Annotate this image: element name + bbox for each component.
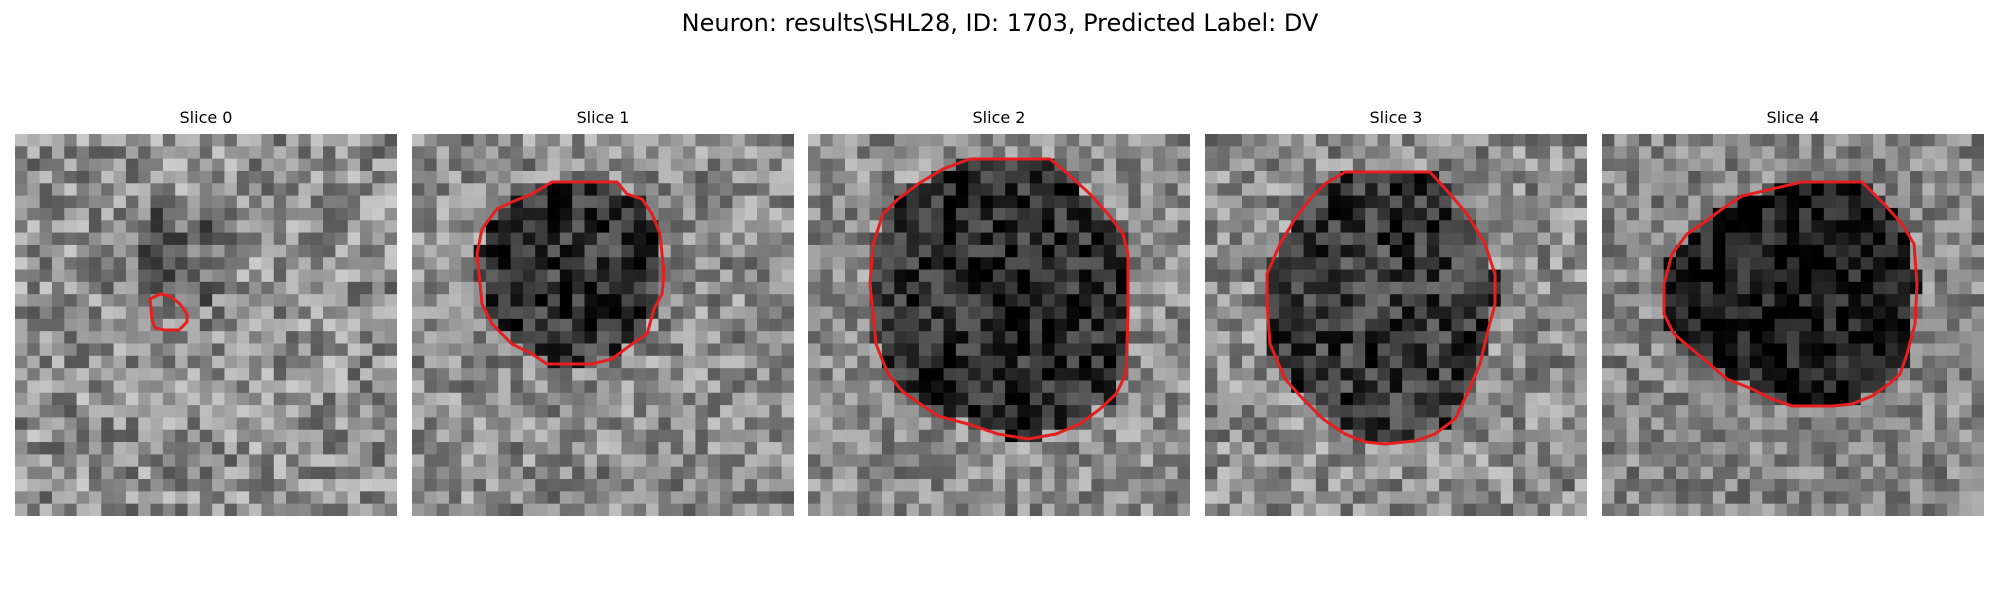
roi-contour	[868, 157, 1130, 441]
slice-image	[15, 134, 397, 516]
slice-title: Slice 1	[576, 108, 630, 127]
microscopy-pixels	[1602, 134, 1984, 516]
roi-contour	[148, 292, 189, 332]
slice-image	[1602, 134, 1984, 516]
roi-contour	[1662, 180, 1919, 408]
slice-title: Slice 0	[179, 108, 233, 127]
slice-title: Slice 3	[1369, 108, 1423, 127]
slice-title: Slice 2	[972, 108, 1026, 127]
roi-contour	[1265, 170, 1497, 446]
roi-contour	[475, 180, 666, 366]
microscopy-pixels	[412, 134, 794, 516]
slice-image	[1205, 134, 1587, 516]
microscopy-pixels	[15, 134, 397, 516]
figure-title: Neuron: results\SHL28, ID: 1703, Predict…	[681, 9, 1319, 37]
slice-image	[808, 134, 1190, 516]
slice-title: Slice 4	[1766, 108, 1820, 127]
microscopy-pixels	[1205, 134, 1587, 516]
microscopy-pixels	[808, 134, 1190, 516]
slice-image	[412, 134, 794, 516]
